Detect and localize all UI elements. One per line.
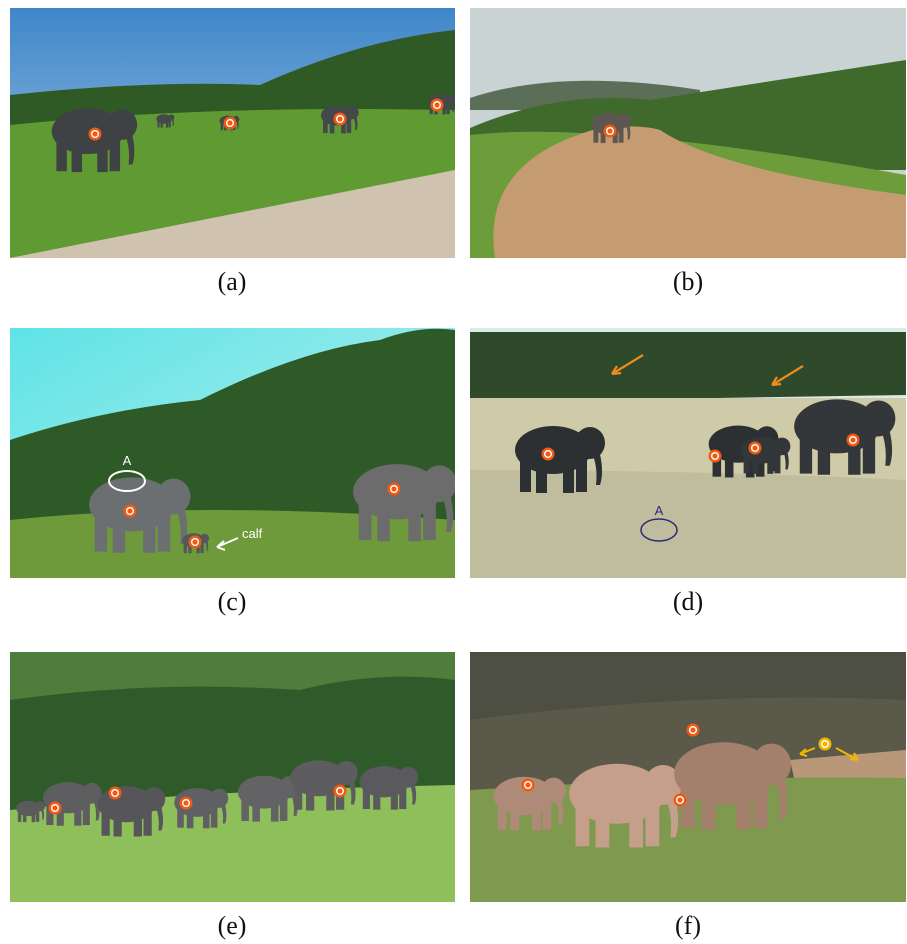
photo-e <box>10 652 455 902</box>
caption: (c) <box>218 587 247 616</box>
region-label: A <box>123 453 132 468</box>
caption: (d) <box>673 587 703 616</box>
photo-c: A calf <box>10 328 455 578</box>
region-ellipse <box>640 518 678 542</box>
caption: (f) <box>675 911 701 940</box>
caption: (b) <box>673 267 703 296</box>
calf-label: calf <box>242 526 263 541</box>
photo-a <box>10 8 455 258</box>
region-label: A <box>655 503 664 518</box>
photo-f <box>470 652 906 902</box>
caption: (a) <box>218 267 247 296</box>
photo-b <box>470 8 906 258</box>
caption: (e) <box>218 911 247 940</box>
region-ellipse <box>108 470 146 492</box>
photo-d: A <box>470 328 906 578</box>
